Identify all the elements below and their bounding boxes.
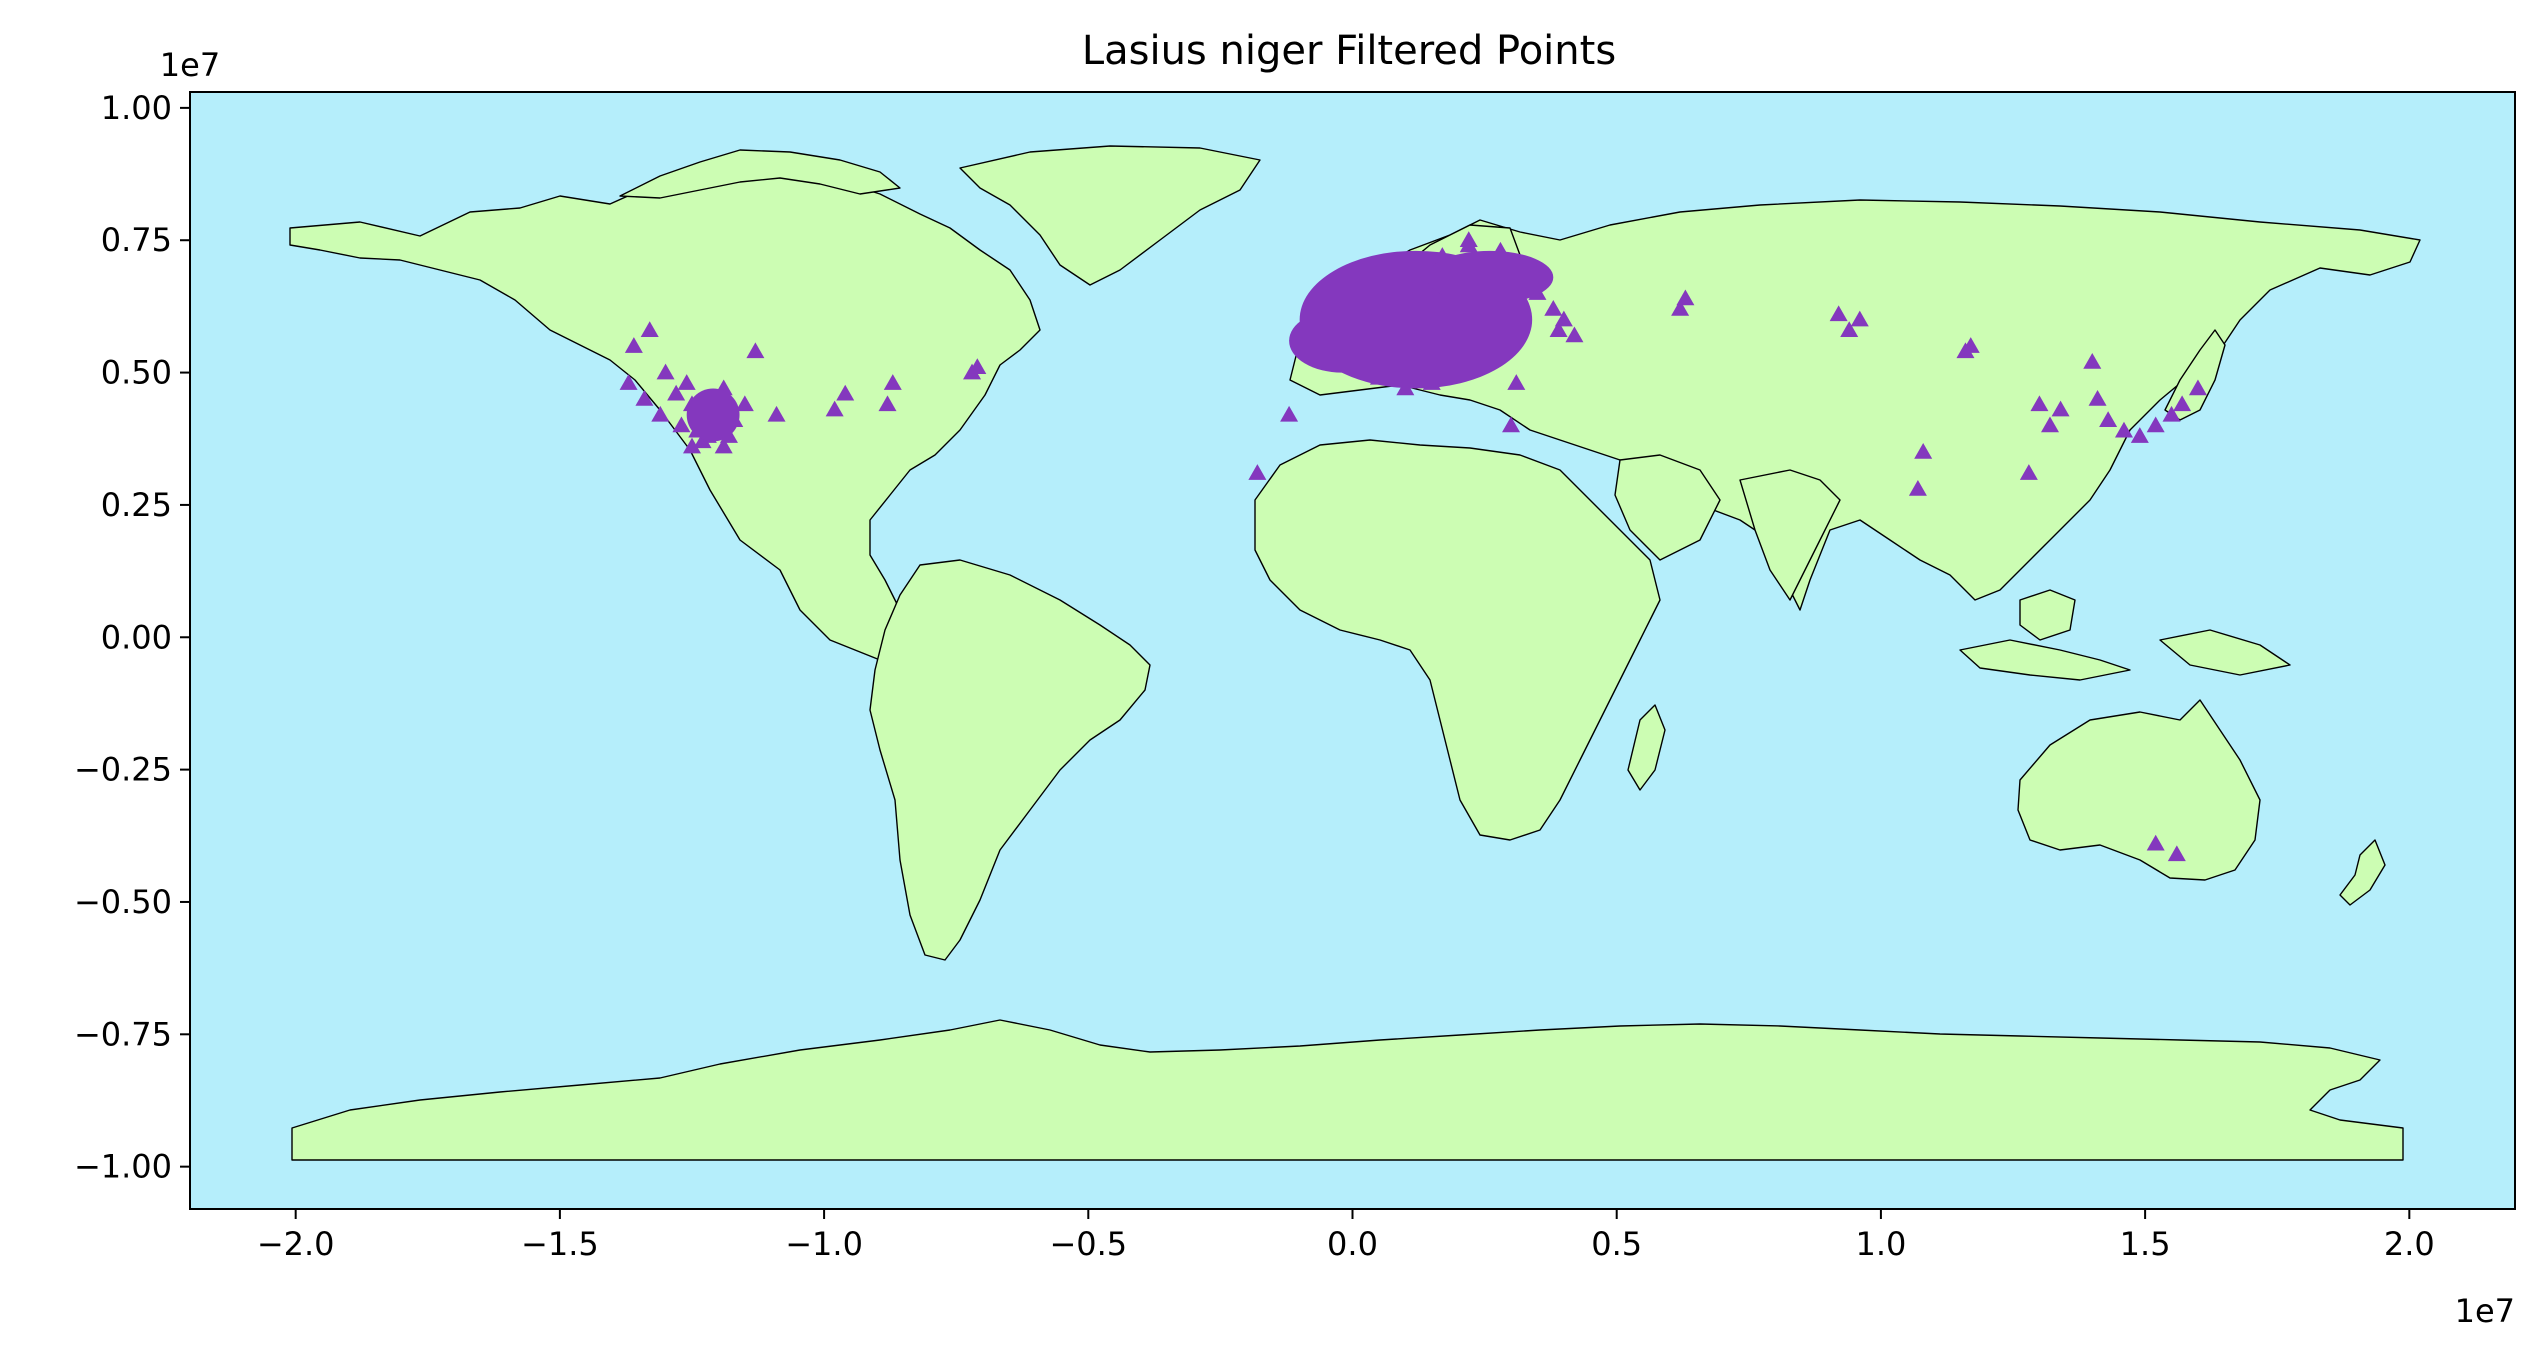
arabia-landmass (1614, 454, 1721, 561)
occurrence-point (624, 337, 643, 353)
eurasia-landmass (1289, 199, 2421, 611)
occurrence-point (2130, 427, 2149, 443)
x-tick-label: 2.0 (2384, 1225, 2435, 1263)
occurrence-point (1671, 300, 1690, 316)
occurrence-point (1840, 321, 1859, 337)
south-america-landmass (869, 559, 1151, 961)
antarctica-landmass (291, 1019, 2404, 1161)
occurrence-point (2019, 464, 2038, 480)
occurrence-point (2146, 834, 2165, 851)
y-axis: 1.00 0.75 0.50 0.25 0.00 −0.25 −0.50 −0.75 −1.00 (74, 89, 190, 1186)
occurrence-markers (619, 231, 2207, 862)
occurrence-point (1676, 289, 1695, 306)
occurrence-point (656, 363, 675, 380)
occurrence-point (2041, 416, 2059, 433)
occurrence-cluster (1426, 250, 1554, 304)
y-tick-label: −0.25 (74, 751, 172, 789)
y-tick-label: 0.75 (101, 221, 172, 259)
new-zealand-landmass (2339, 839, 2386, 906)
occurrence-point (667, 384, 686, 401)
occurrence-point (836, 384, 855, 401)
occurrence-point (2167, 845, 2186, 862)
occurrence-point (1850, 310, 1869, 327)
occurrence-point (767, 405, 786, 422)
occurrence-point (714, 437, 733, 454)
occurrence-point (735, 395, 754, 412)
madagascar-landmass (1627, 704, 1666, 791)
occurrence-point (878, 395, 897, 412)
x-tick-label: 0.0 (1327, 1225, 1378, 1263)
occurrence-point (2030, 395, 2049, 412)
x-tick-label: 1.5 (2120, 1225, 2171, 1263)
arctic-islands-landmass (619, 149, 901, 199)
y-axis-exponent-label: 1e7 (160, 46, 220, 84)
land-layer (289, 145, 2421, 1161)
occurrence-point (1459, 236, 1478, 253)
southeast-asia-islands-landmass (1959, 639, 2131, 681)
occurrence-point (2083, 352, 2102, 369)
occurrence-point (1280, 405, 1299, 422)
occurrence-point (2099, 411, 2118, 427)
x-axis-exponent-label: 1e7 (2455, 1292, 2515, 1330)
occurrence-point (2088, 390, 2107, 406)
x-tick-label: −1.0 (785, 1225, 863, 1263)
occurrence-point (1908, 480, 1927, 496)
occurrence-point (640, 321, 659, 337)
x-tick-label: −0.5 (1049, 1225, 1127, 1263)
y-tick-label: −0.75 (74, 1015, 172, 1053)
greenland-landmass (959, 145, 1261, 286)
occurrence-cluster (686, 388, 740, 442)
occurrence-point (825, 400, 844, 417)
y-tick-label: 1.00 (101, 89, 172, 127)
occurrence-point (2114, 421, 2133, 438)
x-tick-label: 0.5 (1591, 1225, 1642, 1263)
occurrence-point (1502, 416, 1521, 433)
occurrence-point (1554, 310, 1573, 327)
india-landmass (1739, 469, 1841, 601)
occurrence-point (682, 437, 701, 454)
occurrence-point (1956, 342, 1975, 359)
occurrence-point (2162, 405, 2181, 422)
occurrence-point (651, 405, 670, 422)
occurrence-point (1914, 442, 1933, 459)
occurrence-point (1507, 374, 1526, 390)
x-tick-label: 1.0 (1855, 1225, 1906, 1263)
occurrence-point (883, 374, 902, 390)
occurrence-point (2173, 395, 2192, 412)
new-guinea-landmass (2159, 629, 2291, 676)
y-tick-label: 0.25 (101, 486, 172, 524)
chart-title: Lasius niger Filtered Points (1082, 28, 1616, 74)
occurrence-point (1248, 464, 1267, 480)
occurrence-point (2051, 400, 2070, 417)
occurrence-point (1829, 305, 1848, 322)
y-tick-label: −0.50 (74, 883, 172, 921)
borneo-landmass (2019, 589, 2076, 641)
x-tick-label: −2.0 (257, 1225, 335, 1263)
y-tick-label: 0.50 (101, 354, 172, 392)
occurrence-point (677, 374, 696, 390)
occurrence-point (635, 390, 654, 406)
y-tick-label: 0.00 (101, 618, 172, 656)
occurrence-point (746, 342, 765, 359)
occurrence-point (2146, 416, 2165, 433)
occurrence-point (2188, 379, 2207, 396)
x-tick-label: −1.5 (521, 1225, 599, 1263)
occurrence-point (1544, 300, 1563, 316)
occurrence-point (1549, 321, 1568, 337)
occurrence-point (1565, 326, 1584, 343)
occurrence-point (619, 374, 638, 390)
australia-landmass (2017, 699, 2261, 881)
occurrence-cluster (1289, 309, 1395, 373)
x-axis: −2.0 −1.5 −1.0 −0.5 0.0 0.5 1.0 1.5 2.0 (257, 1209, 2435, 1263)
africa-landmass (1254, 439, 1661, 841)
y-tick-label: −1.00 (74, 1148, 172, 1186)
occurrence-point (672, 416, 691, 433)
occurrence-point (968, 358, 987, 375)
